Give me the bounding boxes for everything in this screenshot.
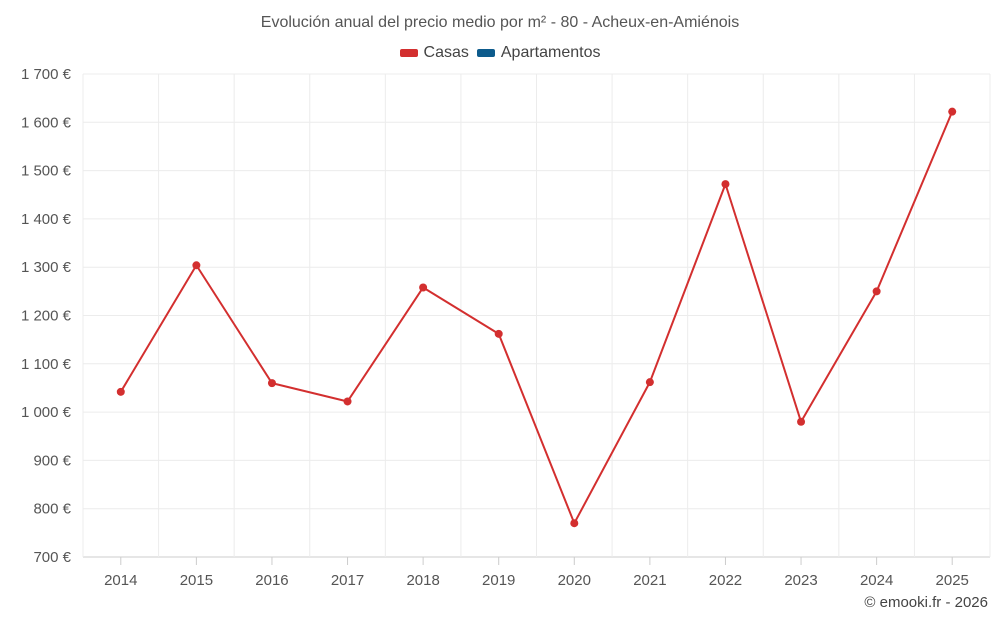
y-tick-label: 900 € [33,452,71,469]
data-point-casas [570,519,579,528]
legend-item-casas[interactable]: Casas [399,44,469,62]
x-tick-label: 2015 [180,572,213,589]
axes: 700 € 800 € 900 € 1 000 € 1 100 € 1 200 € 1 30… [21,66,969,589]
series-line-casas [119,111,954,525]
x-tick-label: 2025 [936,572,969,589]
x-tick-label: 2020 [558,572,591,589]
series-casas [116,107,957,528]
data-point-casas [116,387,125,396]
legend-swatch-casas [399,49,418,57]
legend-swatch-apartamentos [476,49,495,57]
y-tick-label: 1 100 € [21,356,72,373]
x-tick-label: 2016 [255,572,288,589]
y-tick-label: 1 300 € [21,259,72,276]
data-point-casas [343,397,352,406]
data-point-casas [721,180,730,189]
data-point-casas [645,378,654,387]
grid [82,73,991,558]
data-point-casas [494,329,503,338]
data-point-casas [267,379,276,388]
credit-text: © emooki.fr - 2026 [864,594,988,611]
data-point-casas [419,283,428,292]
data-point-casas [872,287,881,296]
y-tick-label: 1 700 € [21,66,72,83]
x-tick-label: 2019 [482,572,515,589]
y-tick-label: 700 € [33,549,71,566]
x-tick-label: 2014 [104,572,137,589]
x-tick-label: 2023 [784,572,817,589]
data-point-casas [797,417,806,426]
y-tick-label: 1 500 € [21,163,72,180]
data-point-casas [948,107,957,116]
y-tick-label: 800 € [33,501,71,518]
data-point-casas [192,261,201,270]
y-tick-label: 1 000 € [21,404,72,421]
y-tick-label: 1 200 € [21,308,72,325]
y-tick-label: 1 600 € [21,114,72,131]
legend-label-casas: Casas [423,44,469,61]
x-tick-label: 2017 [331,572,364,589]
chart-title: Evolución anual del precio medio por m² … [260,14,740,31]
legend: Casas Apartamentos [0,44,1000,62]
x-tick-label: 2022 [709,572,742,589]
x-tick-label: 2018 [406,572,439,589]
y-tick-label: 1 400 € [21,211,72,228]
x-tick-label: 2024 [860,572,893,589]
x-tick-label: 2021 [633,572,666,589]
legend-label-apartamentos: Apartamentos [500,44,601,61]
legend-item-apartamentos[interactable]: Apartamentos [476,44,601,62]
